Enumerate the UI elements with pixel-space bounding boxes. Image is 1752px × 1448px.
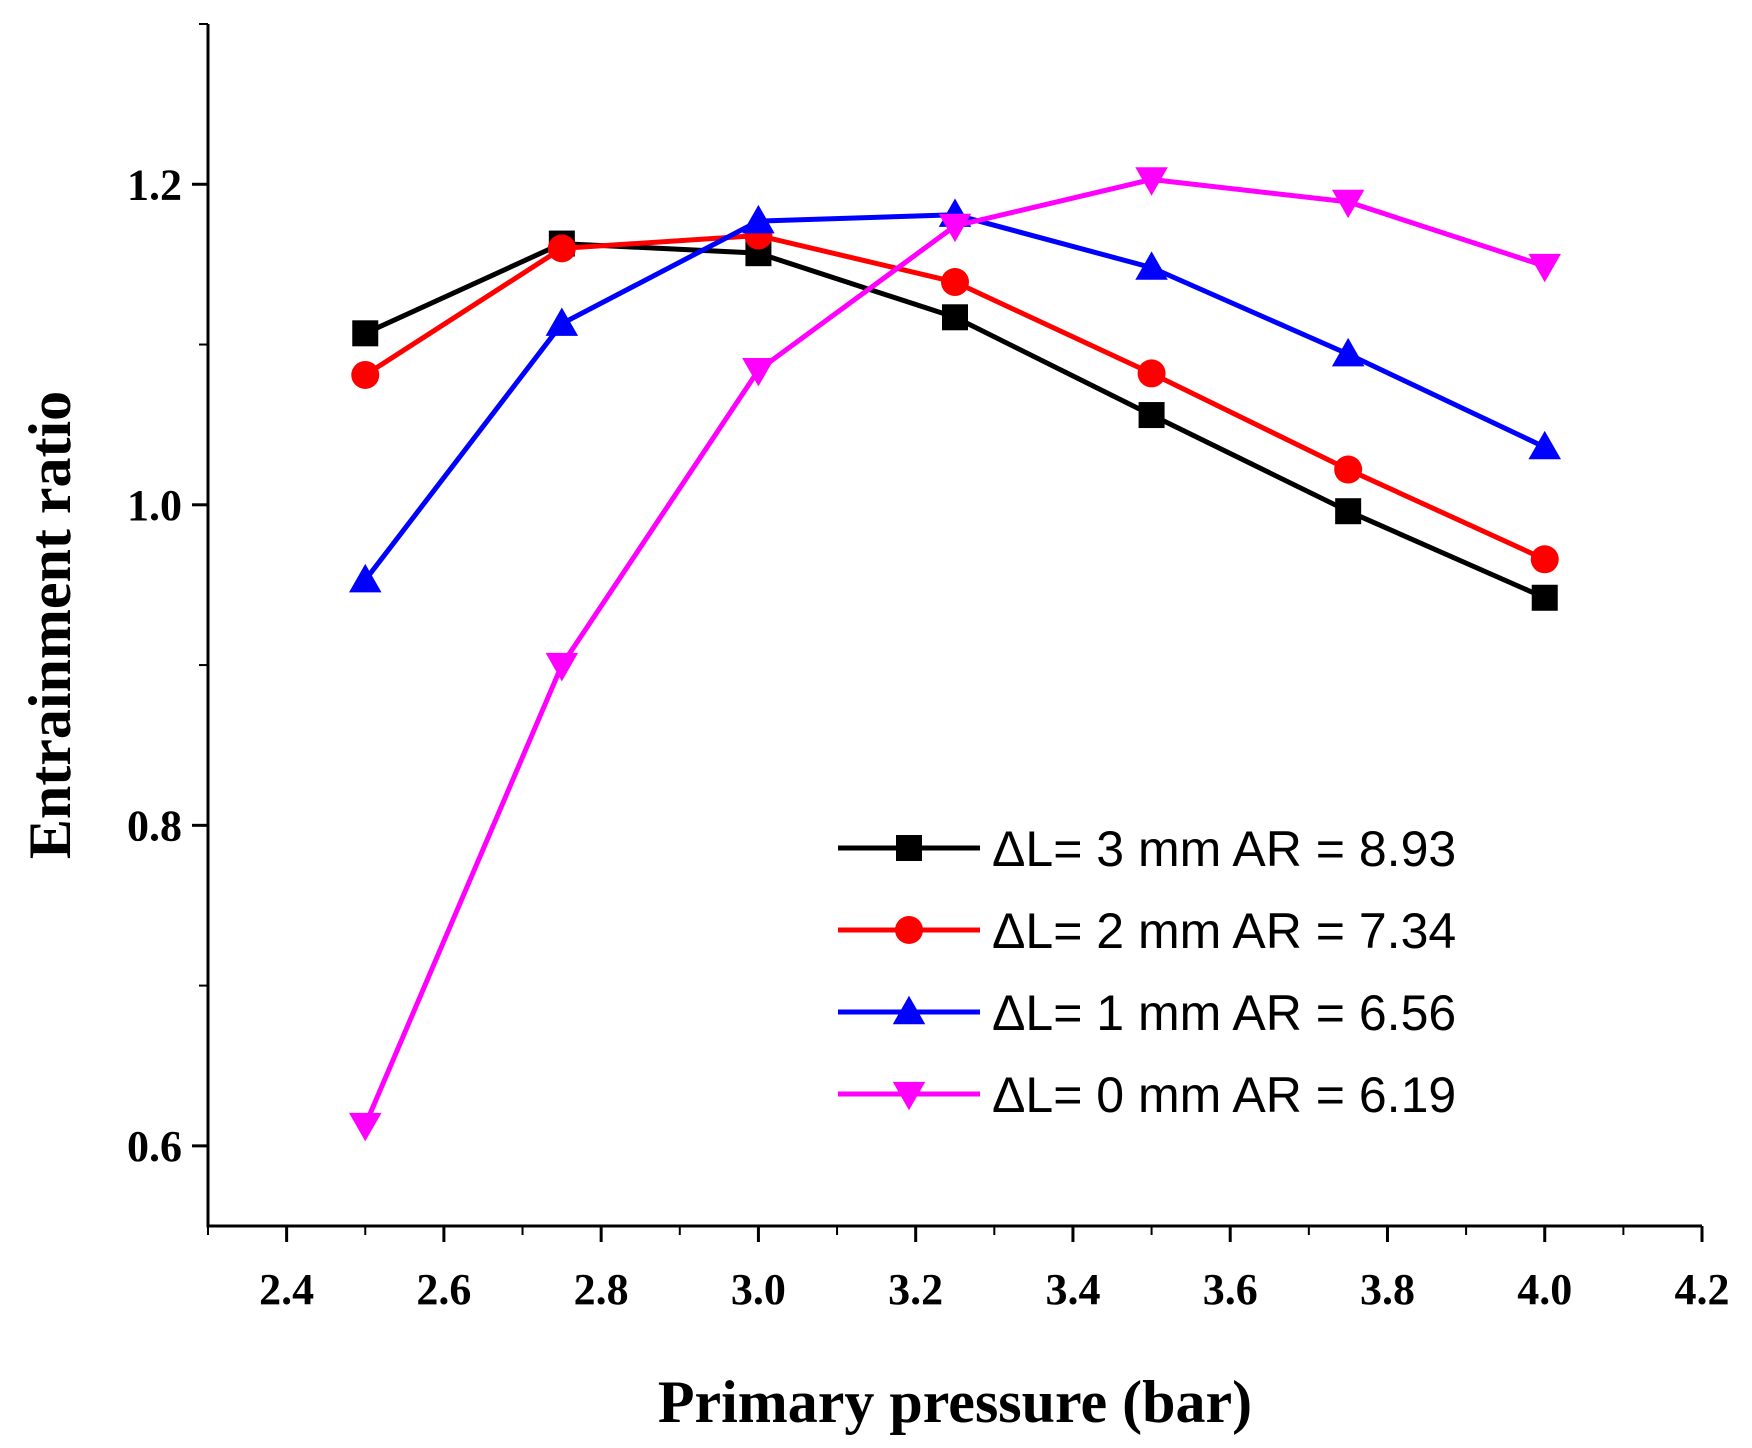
legend-marker xyxy=(892,1081,926,1111)
x-tick-label: 3.6 xyxy=(1203,1265,1258,1314)
series-line xyxy=(364,241,1546,601)
data-point xyxy=(742,204,775,234)
x-tick-label: 3.8 xyxy=(1360,1265,1415,1314)
data-point xyxy=(351,360,380,389)
x-axis-title: Primary pressure (bar) xyxy=(658,1369,1252,1435)
data-point xyxy=(1137,359,1166,388)
data-point xyxy=(1334,455,1363,484)
data-point xyxy=(1528,253,1561,283)
series-3 xyxy=(349,167,1561,1142)
legend-marker xyxy=(892,995,926,1025)
data-point xyxy=(1528,430,1561,460)
data-point xyxy=(349,563,382,593)
x-tick-label: 4.0 xyxy=(1517,1265,1572,1314)
series-1 xyxy=(351,221,1559,574)
x-tick-label: 4.2 xyxy=(1675,1265,1730,1314)
x-axis: 2.4 2.6 2.8 3.0 3.2 3.4 3.6 3.8 4.0 4.2 xyxy=(207,1226,1730,1314)
data-point xyxy=(349,1112,382,1142)
legend-marker xyxy=(895,916,923,944)
data-point xyxy=(1331,189,1365,219)
data-point xyxy=(941,268,969,297)
legend-label: ΔL= 2 mm AR = 7.34 xyxy=(992,903,1456,959)
y-tick-label: 1.2 xyxy=(127,160,182,209)
data-point xyxy=(547,234,576,263)
data-point xyxy=(1335,498,1362,525)
y-tick-label: 1.0 xyxy=(127,481,182,530)
data-point xyxy=(545,307,579,336)
legend-label: ΔL= 3 mm AR = 8.93 xyxy=(992,821,1456,877)
x-tick-label: 3.2 xyxy=(888,1265,943,1314)
data-point xyxy=(1135,167,1168,196)
legend-marker xyxy=(896,835,922,861)
y-axis-title: Entrainment ratio xyxy=(17,391,83,859)
legend-item: ΔL= 2 mm AR = 7.34 xyxy=(838,903,1456,959)
data-point xyxy=(1135,251,1168,280)
legend-label: ΔL= 1 mm AR = 6.56 xyxy=(992,985,1456,1041)
series-layer xyxy=(349,167,1561,1142)
data-point xyxy=(1138,402,1165,429)
data-point xyxy=(545,652,579,682)
plot-frame xyxy=(206,24,1702,1228)
data-point xyxy=(352,320,379,347)
y-tick-label: 0.6 xyxy=(127,1122,182,1171)
data-point xyxy=(1530,545,1559,574)
x-tick-label: 3.0 xyxy=(731,1265,786,1314)
x-tick-label: 2.8 xyxy=(574,1265,629,1314)
data-point xyxy=(1331,337,1365,367)
x-tick-label: 3.4 xyxy=(1045,1265,1100,1314)
legend-item: ΔL= 1 mm AR = 6.56 xyxy=(838,985,1456,1041)
data-point xyxy=(742,357,775,387)
data-point xyxy=(938,213,972,243)
y-tick-label: 0.8 xyxy=(127,801,182,850)
data-point xyxy=(1531,584,1558,611)
data-point xyxy=(942,304,968,331)
x-tick-label: 2.6 xyxy=(416,1265,471,1314)
legend: ΔL= 3 mm AR = 8.93 ΔL= 2 mm AR = 7.34 ΔL= … xyxy=(838,821,1456,1123)
legend-item: ΔL= 3 mm AR = 8.93 xyxy=(838,821,1456,877)
legend-label: ΔL= 0 mm AR = 6.19 xyxy=(992,1067,1456,1123)
y-axis: 0.6 0.8 1.0 1.2 xyxy=(127,23,208,1171)
x-tick-label: 2.4 xyxy=(259,1265,314,1314)
legend-item: ΔL= 0 mm AR = 6.19 xyxy=(838,1067,1456,1123)
